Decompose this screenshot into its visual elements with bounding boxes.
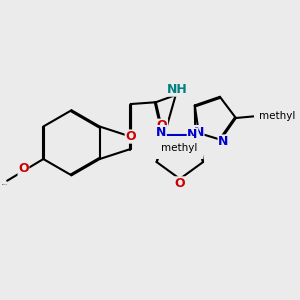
Text: methyl: methyl — [176, 151, 180, 152]
Text: methyl: methyl — [155, 142, 189, 152]
Text: O: O — [157, 119, 167, 132]
Text: methyl: methyl — [175, 154, 180, 155]
Text: methyl: methyl — [161, 143, 197, 153]
Text: N: N — [187, 128, 198, 141]
Text: N: N — [194, 126, 204, 139]
Text: N: N — [156, 126, 166, 139]
Text: methyl: methyl — [259, 111, 296, 121]
Text: NH: NH — [167, 83, 188, 96]
Text: O: O — [18, 163, 29, 176]
Text: methoxy: methoxy — [2, 184, 8, 185]
Text: O: O — [125, 130, 136, 143]
Text: O: O — [175, 177, 185, 190]
Text: methyl: methyl — [174, 152, 179, 154]
Text: N: N — [218, 135, 229, 148]
